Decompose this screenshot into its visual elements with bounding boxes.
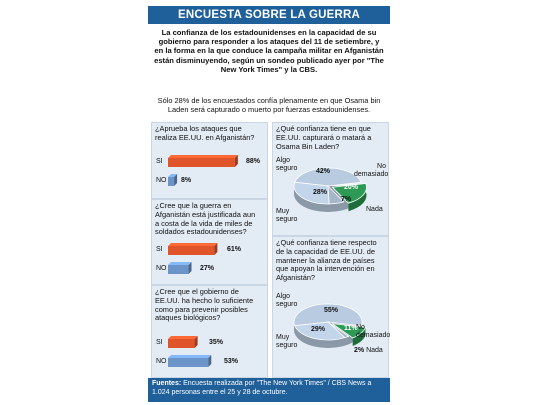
pie-chart-2 xyxy=(293,303,367,348)
pie-question-2: ¿Qué confianza tiene respecto de la capa… xyxy=(276,238,377,283)
bar-si xyxy=(168,243,218,255)
bar1-value-no: 8% xyxy=(181,177,192,184)
pie1-value-no-demasiado: 20% xyxy=(344,184,359,191)
bar1-label-no: NO xyxy=(156,177,167,184)
pie-slice-1 xyxy=(331,183,367,204)
bar2-label-no: NO xyxy=(156,265,167,272)
bar2-value-si: 61% xyxy=(227,246,242,253)
sources-label: Fuentes: xyxy=(152,380,182,387)
pie1-value-algo: 42% xyxy=(316,168,331,175)
pie1-label-muy: Muy seguro xyxy=(276,208,298,223)
bar2-label-si: SI xyxy=(156,246,163,253)
bar-no xyxy=(168,174,178,186)
pie2-label-no-demasiado: No demasiado xyxy=(356,324,391,339)
pie-slice-0 xyxy=(294,167,362,187)
pie2-label-algo: Algo seguro xyxy=(276,293,298,308)
pie-slice-3 xyxy=(293,181,330,205)
bar1-label-si: SI xyxy=(156,158,163,165)
bar-chart-3 xyxy=(168,336,212,367)
intro-text: La confianza de los estadounidenses en l… xyxy=(154,28,384,74)
bar1-value-si: 88% xyxy=(246,158,261,165)
bar-question-2: ¿Cree que la guerra en Afganistán está j… xyxy=(155,201,256,237)
sources-text: Encuesta realizada por "The New York Tim… xyxy=(152,380,372,396)
bar3-value-no: 53% xyxy=(224,358,239,365)
sources-footer: Fuentes: Encuesta realizada por "The New… xyxy=(148,378,390,402)
bar-question-3: ¿Cree que el gobierno de EE.UU. ha hecho… xyxy=(155,287,254,323)
pie-slice-0 xyxy=(293,303,363,327)
pie-slice-1 xyxy=(331,323,367,339)
pie2-value-no-demasiado: 11% xyxy=(344,325,358,332)
pie1-value-muy: 28% xyxy=(313,189,328,196)
sub-text: Sólo 28% de los encuestados confía plena… xyxy=(157,96,381,114)
bar3-label-si: SI xyxy=(156,339,163,346)
pie2-value-muy: 29% xyxy=(311,326,326,333)
bar2-value-no: 27% xyxy=(200,265,215,272)
bar-si xyxy=(168,336,198,348)
bar-no xyxy=(168,262,192,274)
pie1-label-nada: Nada xyxy=(366,206,383,213)
bar-chart-2 xyxy=(168,243,218,274)
pie-slice-3 xyxy=(294,321,346,341)
pie2-value-nada: 2% xyxy=(354,347,365,354)
pie1-label-algo: Algo seguro xyxy=(276,157,298,172)
bar3-value-si: 35% xyxy=(209,339,224,346)
pie-question-1: ¿Qué confianza tiene en que EE.UU. captu… xyxy=(276,124,372,151)
pie2-label-nada: Nada xyxy=(366,347,383,354)
pie2-label-muy: Muy seguro xyxy=(276,334,298,349)
pie1-value-nada: 7% xyxy=(341,196,352,203)
pie1-label-no-demasiado: No demasiado xyxy=(354,163,389,178)
bar-chart-1 xyxy=(168,155,238,186)
bar-question-1: ¿Aprueba los ataques que realiza EE.UU. … xyxy=(155,124,255,142)
pie2-nada-annotation: 2% Nada xyxy=(354,347,383,354)
bar-si xyxy=(168,155,238,167)
infographic-title: ENCUESTA SOBRE LA GUERRA xyxy=(148,6,390,24)
bar3-label-no: NO xyxy=(156,358,167,365)
bar-no xyxy=(168,355,212,367)
pie2-value-algo: 55% xyxy=(324,307,339,314)
infographic: ENCUESTA SOBRE LA GUERRA La confianza de… xyxy=(148,6,390,402)
pie-chart-1 xyxy=(293,167,367,212)
